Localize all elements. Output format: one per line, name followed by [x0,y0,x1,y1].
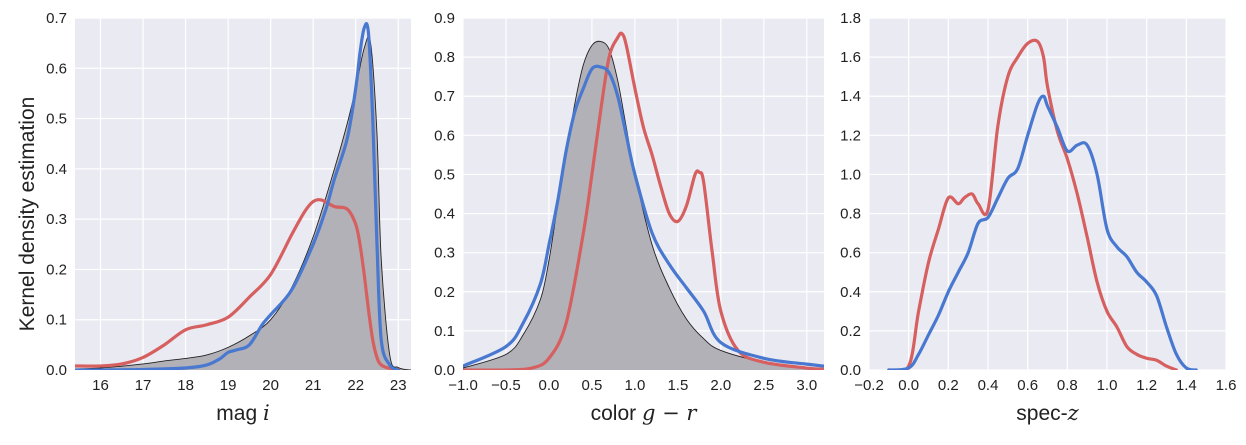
y-tick-label: 0.9 [434,10,455,27]
x-tick-label: 1.6 [1216,377,1237,394]
x-axis-label-text: spec- [1016,402,1067,425]
x-tick-label: 22 [347,377,364,394]
series-filled-area [75,36,411,370]
x-tick-label: −0.2 [854,377,884,394]
x-tick-label: 2.0 [710,377,731,394]
x-tick-label: 2.5 [753,377,774,394]
x-axis-label-math: i [263,401,270,425]
x-tick-label: 1.5 [667,377,688,394]
x-tick-label: 19 [220,377,237,394]
x-axis-label-math: z [1067,401,1080,425]
x-tick-label: 18 [177,377,194,394]
x-tick-label: 0.2 [938,377,959,394]
y-tick-label: 1.8 [840,10,861,27]
x-tick-label: 0.8 [1057,377,1078,394]
x-tick-label: 0.6 [1017,377,1038,394]
panel-spec-z: −0.2 0.0 0.2 0.4 0.6 0.8 1.0 1.2 1.4 1.60.00.20.4… [840,10,1236,425]
series-filled-outline [463,40,824,370]
y-tick-label: 0.7 [46,10,67,27]
y-tick-label: 1.6 [840,49,861,66]
y-tick-label: 0.0 [46,362,67,379]
y-tick-label: 0.6 [46,60,67,77]
y-tick-label: 0.8 [434,49,455,66]
x-tick-label: −1.0 [448,377,478,394]
panel-color-g-r: −1.0 −0.5 0.0 0.5 1.0 1.5 2.0 2.5 3.0 0.0 0.1 0.2 0.… [434,10,824,425]
series-layer [463,31,824,370]
y-tick-label: 0.5 [434,166,455,183]
series-filled-area [463,41,824,370]
y-tick-label: 0.4 [46,161,67,178]
y-tick-label: 0.4 [434,206,455,223]
x-axis-label-math: g − r [642,401,698,425]
x-axis-label-mag-i: mag i [216,401,269,425]
panel-mag-i: 16 17 18 19 20 21 22 23 0.0 0.1 0.2 0.3 0.4 0.5 0.6 0.7… [46,10,411,425]
x-axis-label-text: color [591,402,642,425]
x-tick-label: −0.5 [491,377,521,394]
y-tick-label: 1.4 [840,88,861,105]
series-layer [887,38,1198,370]
x-tick-label: 1.4 [1176,377,1197,394]
x-tick-label: 23 [390,377,407,394]
y-tick-label: 1.0 [840,166,861,183]
y-tick-label: 0.4 [840,284,861,301]
x-tick-label: 3.0 [796,377,817,394]
x-axis-label-color-g-r: color g − r [591,401,699,425]
y-tick-label: 0.6 [840,245,861,262]
y-tick-label: 0.1 [434,323,455,340]
y-tick-label: 0.2 [434,284,455,301]
x-axis-label-text: mag [216,402,263,425]
series-filled-outline [75,36,411,370]
x-tick-label: 17 [135,377,152,394]
y-tick-label: 1.2 [840,127,861,144]
y-tick-label: 0.0 [840,362,861,379]
y-tick-label: 0.0 [434,362,455,379]
series-blue-line [887,94,1198,370]
y-tick-label: 0.3 [434,245,455,262]
series-blue-line [75,22,400,370]
x-axis-label-spec-z: spec-z [1016,401,1079,425]
series-red-line [463,31,824,370]
x-tick-label: 0.5 [581,377,602,394]
y-tick-label: 0.3 [46,211,67,228]
y-tick-label: 0.7 [434,88,455,105]
x-tick-label: 21 [305,377,322,394]
series-red-line [75,198,400,370]
x-tick-label: 0.4 [978,377,999,394]
x-tick-label: 1.0 [1097,377,1118,394]
series-layer [75,22,411,370]
x-tick-label: 0.0 [898,377,919,394]
y-tick-label: 0.1 [46,312,67,329]
x-tick-label: 1.2 [1136,377,1157,394]
y-tick-label: 0.2 [46,261,67,278]
x-tick-label: 16 [92,377,109,394]
series-red-line [887,38,1179,370]
y-tick-label: 0.8 [840,206,861,223]
y-tick-label: 0.6 [434,127,455,144]
y-tick-label: 0.5 [46,111,67,128]
x-tick-label: 0.0 [539,377,560,394]
y-axis-label: Kernel density estimation [16,97,39,332]
plot-background [869,18,1226,370]
x-tick-label: 1.0 [624,377,645,394]
y-tick-label: 0.2 [840,323,861,340]
x-tick-label: 20 [262,377,279,394]
series-blue-line [463,64,824,368]
